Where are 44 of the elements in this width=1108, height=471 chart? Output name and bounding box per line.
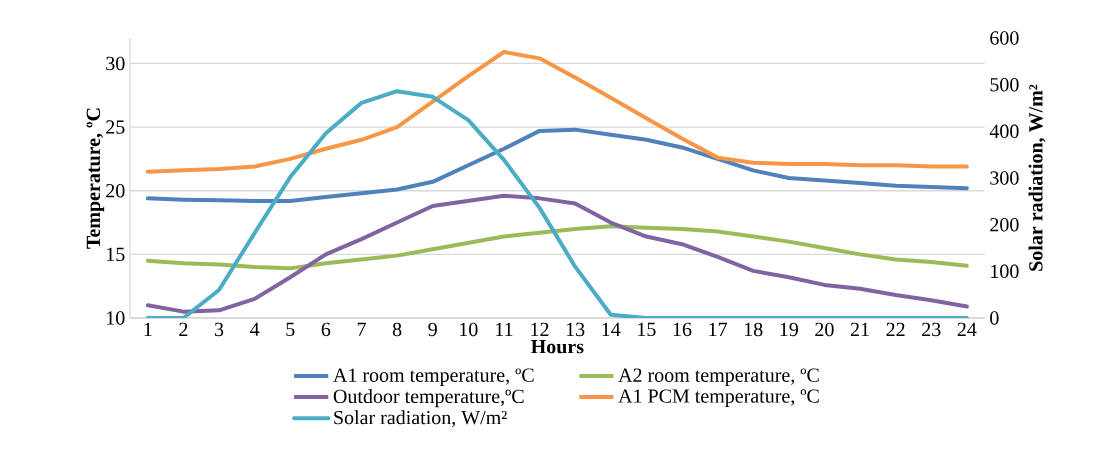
y2-tick-label: 500 — [990, 78, 1019, 92]
y2-tick-label: 200 — [990, 218, 1019, 232]
x-tick-label: 1 — [144, 322, 152, 337]
x-tick-label: 22 — [886, 322, 905, 337]
y2-axis-title: Solar radiation, W/m² — [1028, 84, 1046, 271]
legend-label: Outdoor temperature,ºC — [333, 389, 524, 408]
legend-label: A1 PCM temperature, ºC — [618, 389, 819, 408]
y-tick-label: 15 — [107, 247, 125, 262]
x-tick-label: 8 — [392, 322, 402, 337]
x-tick-label: 9 — [428, 322, 437, 337]
x-tick-label: 20 — [815, 322, 834, 337]
x-tick-label: 14 — [602, 322, 621, 337]
x-tick-label: 3 — [214, 322, 224, 337]
x-tick-label: 2 — [179, 322, 188, 337]
x-tick-label: 12 — [531, 322, 549, 337]
legend-label: A1 room temperature, ºC — [333, 368, 534, 387]
y2-tick-label: 300 — [990, 171, 1019, 185]
legend-label: A2 room temperature, ºC — [618, 368, 819, 387]
x-tick-label: 7 — [357, 322, 366, 336]
x-tick-label: 24 — [957, 322, 977, 337]
y2-tick-label: 0 — [990, 311, 999, 325]
y-tick-label: 10 — [107, 311, 125, 325]
x-tick-label: 16 — [673, 322, 692, 337]
x-tick-label: 5 — [286, 322, 295, 337]
y2-tick-label: 600 — [990, 31, 1019, 45]
x-tick-label: 4 — [250, 322, 260, 337]
x-tick-label: 17 — [709, 322, 727, 337]
x-tick-label: 23 — [922, 322, 941, 337]
x-tick-label: 13 — [566, 322, 585, 337]
x-tick-label: 18 — [744, 322, 763, 337]
legend-label: Solar radiation, W/m² — [334, 410, 507, 428]
y2-tick-label: 100 — [991, 264, 1019, 279]
y-axis-title: Temperature, ºC — [86, 108, 105, 249]
x-tick-label: 10 — [460, 322, 478, 337]
x-tick-label: 19 — [780, 322, 798, 337]
y-tick-label: 20 — [106, 184, 125, 198]
x-tick-label: 6 — [321, 322, 331, 337]
y2-tick-label: 400 — [989, 124, 1019, 139]
x-axis-title: Hours — [531, 340, 584, 354]
x-tick-label: 21 — [850, 322, 869, 337]
y-tick-label: 25 — [106, 120, 125, 134]
x-tick-label: 11 — [496, 322, 513, 337]
y-tick-label: 30 — [106, 56, 125, 71]
x-tick-label: 15 — [638, 322, 656, 337]
